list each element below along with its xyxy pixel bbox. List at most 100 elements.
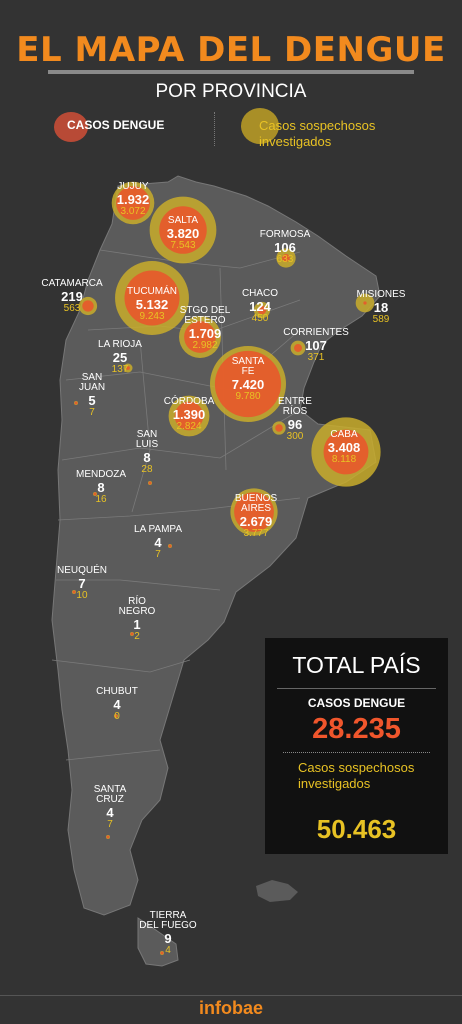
total-divider [277,688,436,689]
cases-bubble-santa-fe [214,350,282,418]
total-cases-label: CASOS DENGUE [307,696,406,710]
province-label-santa-fe: SANTA FE 7.420 9.780 [232,357,265,402]
province-cases: 4 [106,805,114,820]
province-suspected: 3.072 [120,206,146,217]
cases-bubble-mendoza [93,492,97,496]
total-suspected-value: 50.463 [316,814,397,844]
province-cases: 1.709 [188,326,222,341]
province-label-la-rioja: LA RIOJA 25 137 [98,340,142,375]
legend-cases-marker [54,112,88,142]
province-name: CÓRDOBA [163,396,215,407]
province-suspected: 16 [95,494,107,505]
cases-bubble-buenos-aires [234,492,274,532]
province-name: SAN LUIS [135,429,159,450]
province-name: SALTA [167,215,199,226]
province-label-corrientes: CORRIENTES 107 371 [283,328,349,363]
province-name: TIERRA DEL FUEGO [139,910,197,931]
cases-bubble-tierra-del-fuego [160,951,164,955]
total-suspected-label: Casos sospechosos investigados [298,760,415,791]
province-cases: 1 [133,617,141,632]
province-label-catamarca: CATAMARCA 219 563 [41,279,102,314]
province-suspected: 7.543 [170,240,196,251]
province-label-tucumán: TUCUMÁN 5.132 9.243 [127,287,177,322]
total-cases-value: 28.235 [312,713,401,745]
province-name: NEUQUÉN [56,565,108,576]
province-name: MENDOZA [76,469,126,480]
province-cases: 25 [112,350,128,365]
province-cases: 18 [373,300,389,315]
province-cases: 7 [78,576,86,591]
province-label-chubut: CHUBUT 4 0 [96,687,138,722]
province-label-salta: SALTA 3.820 7.543 [167,216,200,251]
page-title: EL MAPA DEL DENGUE [16,30,446,70]
province-name: CORRIENTES [283,327,349,338]
province-label-buenos-aires: BUENOS AIRES 2.679 3.777 [235,494,277,539]
cases-bubble-catamarca [82,300,94,312]
province-cases: 96 [287,417,303,432]
province-name: LA RIOJA [98,339,142,350]
malvinas-islands [256,880,298,902]
province-label-córdoba: CÓRDOBA 1.390 2.824 [164,397,215,432]
legend-separator [214,112,215,146]
cases-bubble-corrientes [294,344,302,352]
province-label-stgo-del-estero: STGO DEL ESTERO 1.709 2.982 [180,306,231,351]
province-label-entre-ríos: ENTRE RÍOS 96 300 [278,397,312,442]
title-underline [48,70,414,74]
province-name: CATAMARCA [41,278,103,289]
province-name: CABA [330,429,358,440]
province-suspected: 0 [114,711,120,722]
province-suspected: 589 [372,314,390,325]
province-name: MISIONES [356,289,406,300]
tierra-del-fuego-island [137,917,179,967]
cases-bubble-la-rioja [126,366,130,370]
cases-bubble-entre-ríos [275,424,283,432]
province-suspected: 2.824 [176,421,202,432]
province-name: SANTA FE [231,356,265,377]
province-suspected: 450 [251,313,269,324]
province-cases: 8 [97,480,105,495]
province-cases: 8 [143,450,151,465]
province-cases: 4 [113,697,121,712]
province-suspected: 9.780 [235,391,261,402]
province-cases: 4 [154,535,162,550]
province-label-misiones: MISIONES 18 589 [357,290,406,325]
province-suspected: 28 [141,464,153,475]
cases-bubble-stgo-del-estero [184,321,216,353]
cases-bubble-la-pampa [168,544,172,548]
province-label-río-negro: RÍO NEGRO 1 2 [119,597,156,642]
province-cases: 3.820 [166,226,200,241]
province-label-tierra-del-fuego: TIERRA DEL FUEGO 9 4 [139,911,196,956]
cases-bubble-córdoba [174,401,204,431]
province-suspected: 4 [165,945,171,956]
province-name: STGO DEL ESTERO [179,305,231,326]
province-cases: 3.408 [327,440,361,455]
province-suspected: 7 [155,549,161,560]
total-country-panel: TOTAL PAÍS CASOS DENGUE 28.235 Casos sos… [265,638,448,854]
cases-bubble-formosa [282,254,290,262]
province-name: RÍO NEGRO [118,596,156,617]
province-suspected: 7 [89,407,95,418]
cases-bubble-tucumán [124,270,180,326]
province-name: LA PAMPA [134,524,182,535]
province-name: ENTRE RÍOS [278,396,312,417]
bubbles-layer [72,181,381,955]
province-suspected: 371 [307,352,325,363]
province-suspected: 7 [107,819,113,830]
province-cases: 2.679 [239,514,273,529]
infobae-logo: infobae [198,998,263,1018]
argentina-map [51,175,381,967]
province-cases: 219 [61,289,83,304]
province-cases: 1.390 [172,407,206,422]
cases-bubble-chubut [114,714,118,718]
province-name: BUENOS AIRES [234,493,278,514]
total-title: TOTAL PAÍS [292,652,421,678]
cases-bubble-río-negro [130,632,134,636]
province-suspected: 2.982 [192,340,218,351]
province-cases: 5.132 [135,297,169,312]
province-cases: 9 [164,931,172,946]
province-name: SAN JUAN [78,372,106,393]
province-suspected: 2 [134,631,140,642]
province-suspected: 3.777 [243,528,269,539]
province-suspected: 10 [76,590,88,601]
cases-bubble-san-juan [74,401,78,405]
